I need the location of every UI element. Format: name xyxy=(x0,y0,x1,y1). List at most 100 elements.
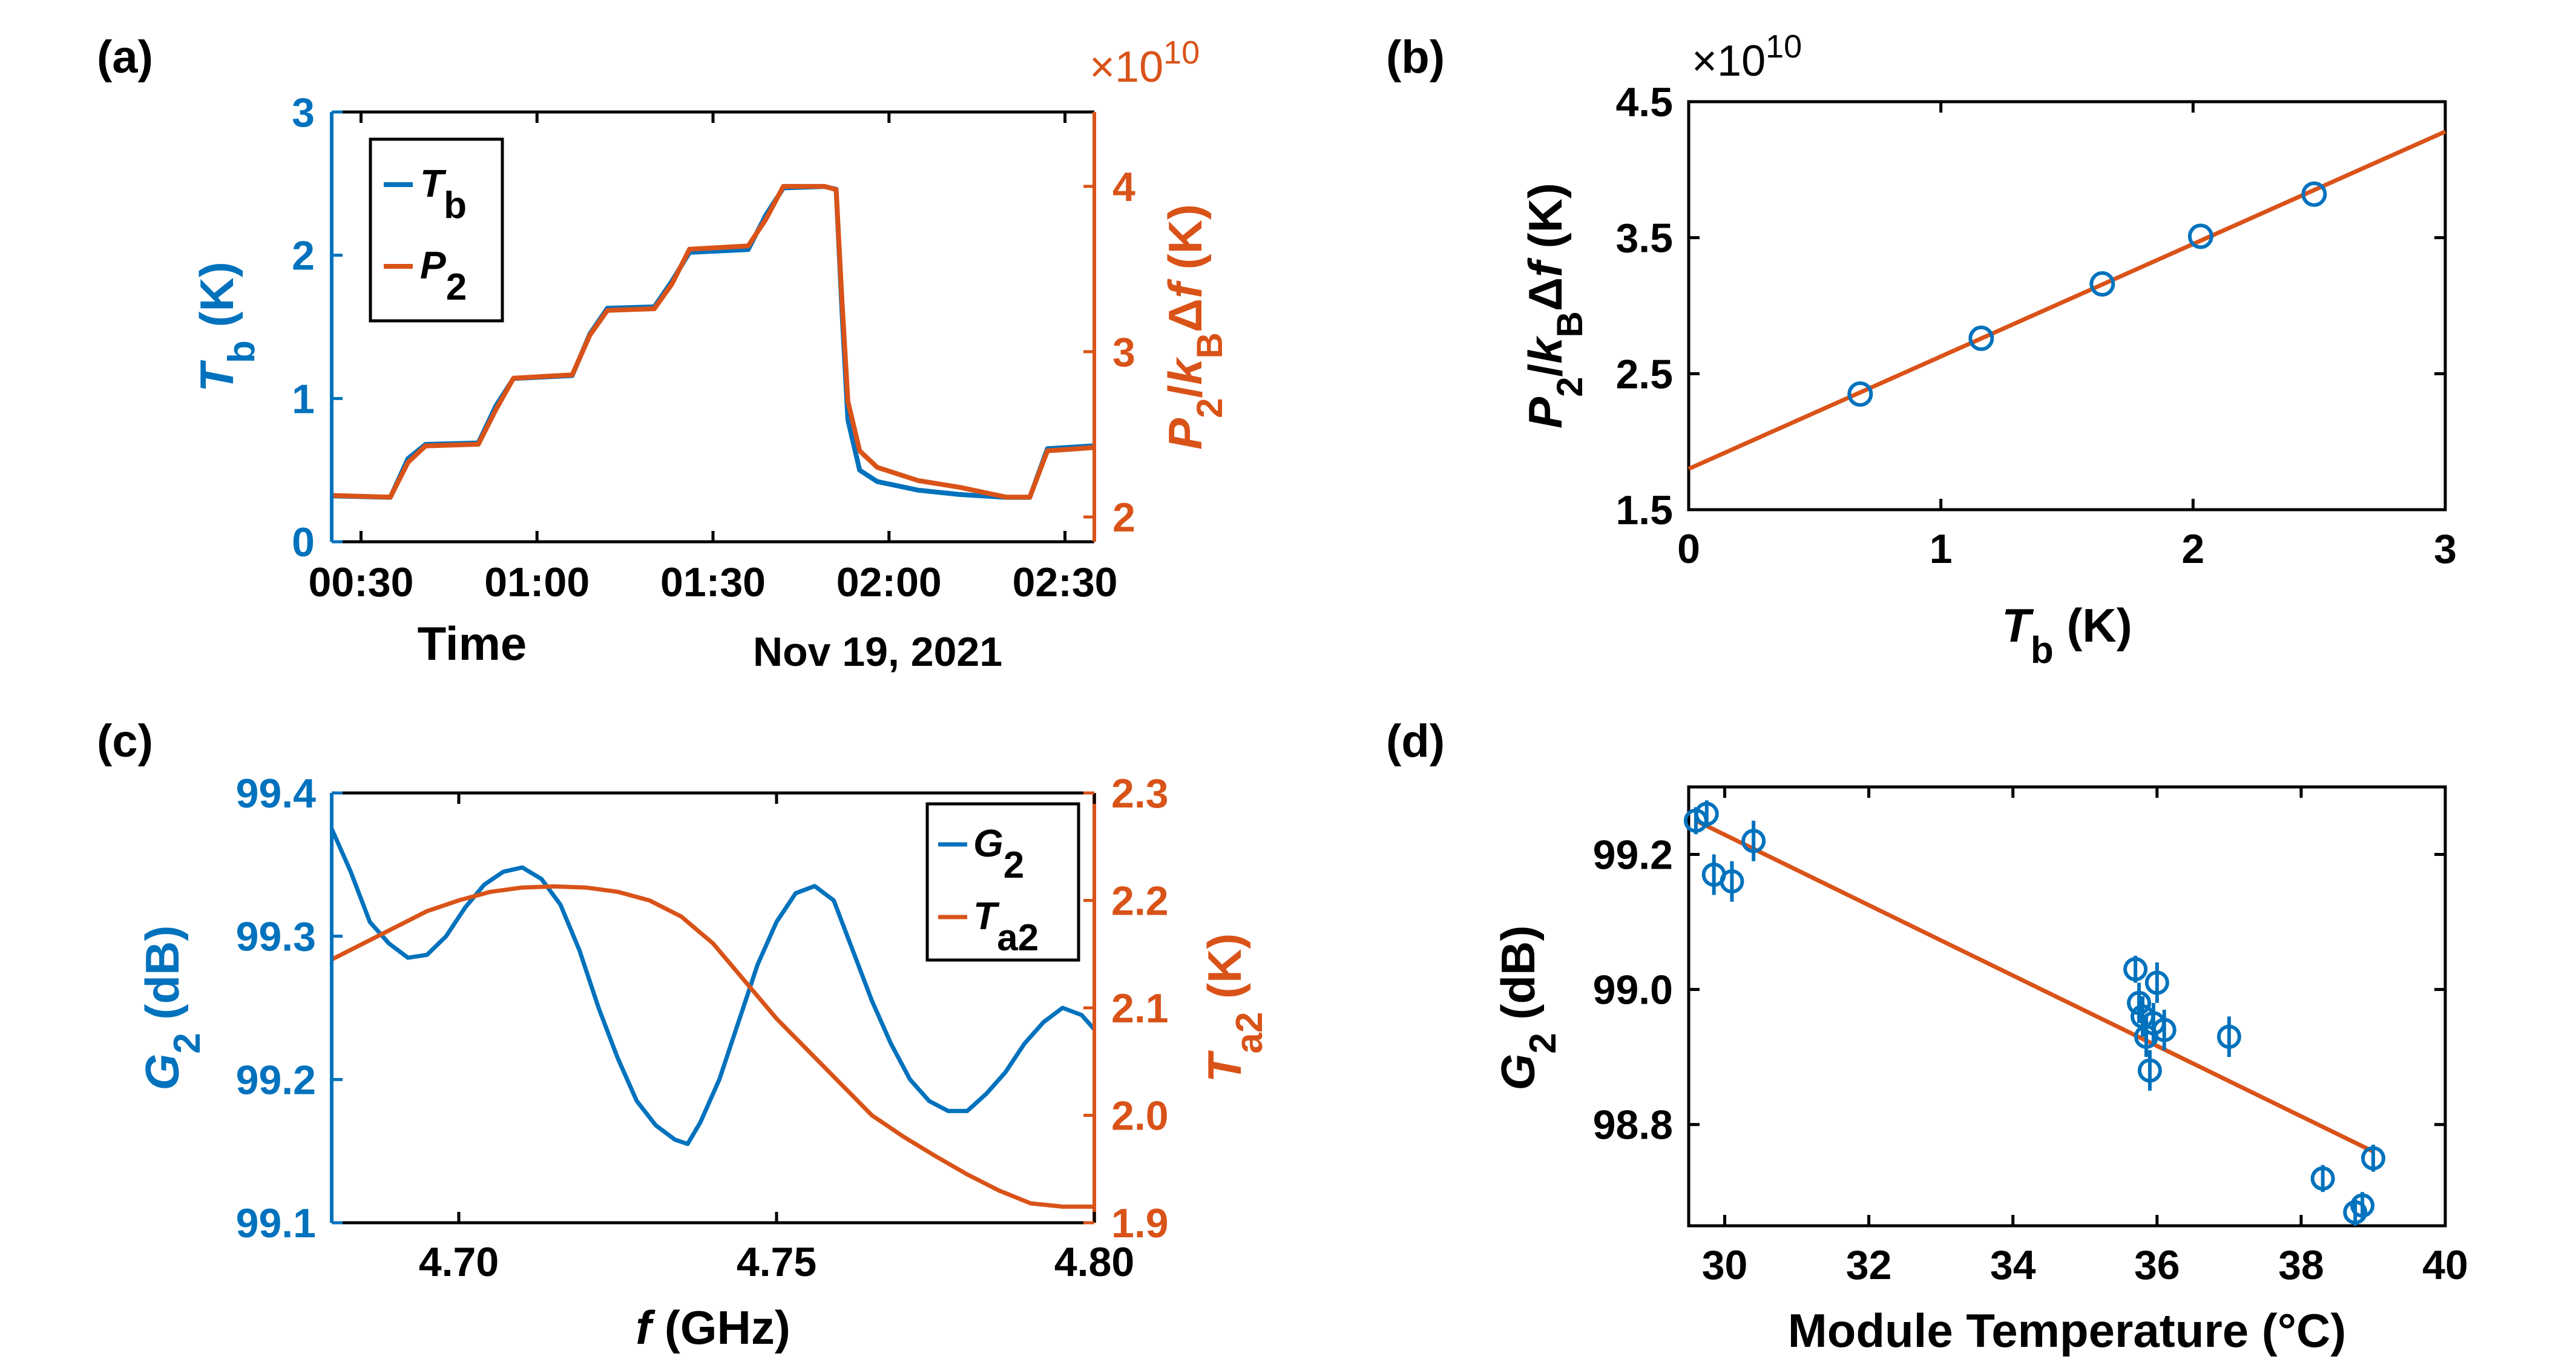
y-right-title: P2/kBΔf (K) xyxy=(1158,204,1230,450)
series-line-G2 xyxy=(329,827,1096,1146)
x-tick-label: 0 xyxy=(1677,526,1700,572)
x-tick-label: 02:30 xyxy=(1013,559,1118,605)
data-point xyxy=(2216,1024,2241,1049)
y-left-tick-label: 99.3 xyxy=(236,914,316,960)
series-line-Ta2 xyxy=(330,884,1094,1209)
exponent-base: ×10 xyxy=(1692,37,1766,85)
y-tick-label: 3.5 xyxy=(1615,215,1673,261)
y-left-title-part: (dB) xyxy=(136,926,189,1033)
x-tick-label: 36 xyxy=(2134,1242,2180,1288)
x-tick-label: 01:30 xyxy=(660,559,766,605)
x-tick-label: 4.70 xyxy=(419,1239,499,1285)
plot-frame xyxy=(1687,785,2447,1228)
y-left-tick-label: 3 xyxy=(292,90,315,136)
x-tick-label: 00:30 xyxy=(309,559,414,605)
y-axis-title: P2/kBΔf (K) xyxy=(1519,183,1590,429)
panel-a: (a) 00:30 01:00 01:30 02:00 02:30 0 1 2 3 2 3 4 ×101… xyxy=(97,31,1230,675)
panel-d-plot: 30 32 34 36 38 40 98.8 99.0 99.2 G2 (dB) Module Te… xyxy=(1491,785,2468,1357)
x-tick-label: 34 xyxy=(1990,1242,2036,1288)
exponent-power: 10 xyxy=(1163,35,1200,71)
y-axis-title: G2 (dB) xyxy=(1491,926,1564,1091)
x-tick-label: 40 xyxy=(2422,1242,2468,1288)
x-tick-label: 30 xyxy=(1702,1242,1748,1288)
y-tick-label: 99.0 xyxy=(1593,967,1673,1013)
x-axis-title-part: b xyxy=(2031,630,2054,671)
y-axis-title-part: / xyxy=(1519,364,1572,377)
y-right-title-part: / xyxy=(1158,385,1212,398)
y-right-tick-label: 2.1 xyxy=(1111,985,1169,1031)
legend-entry-part: 2 xyxy=(1004,844,1024,886)
y-exponent: ×1010 xyxy=(1692,28,1802,85)
data-point xyxy=(2350,1193,2375,1218)
data-point xyxy=(1968,325,1994,351)
y-right-title-part: a2 xyxy=(1229,1012,1270,1054)
y-left-title: G2 (dB) xyxy=(136,926,208,1091)
x-axis-title: f (GHz) xyxy=(636,1301,790,1354)
legend-entry: Tb xyxy=(420,162,467,226)
data-point xyxy=(2301,181,2327,207)
x-tick-label: 4.75 xyxy=(737,1239,816,1285)
legend-entry: G2 xyxy=(973,821,1024,886)
x-axis-title: Module Temperature (°C) xyxy=(1788,1304,2346,1357)
y-right-tick-label: 1.9 xyxy=(1111,1200,1169,1246)
x-tick-label: 02:00 xyxy=(836,559,942,605)
panel-label-c: (c) xyxy=(97,715,153,767)
y-right-title-part: Δ xyxy=(1158,298,1212,332)
x-axis-title-part: T xyxy=(2002,599,2034,652)
panel-a-plot: 00:30 01:00 01:30 02:00 02:30 0 1 2 3 2 3 4 ×1010 Tb … xyxy=(190,35,1230,675)
y-right-tick-label: 2 xyxy=(1112,495,1135,541)
data-point xyxy=(1720,869,1744,894)
legend-entry-part: T xyxy=(420,162,447,205)
data-point xyxy=(1847,381,1873,407)
y-right-title-part: 2 xyxy=(1189,398,1230,418)
y-left-title-part: G xyxy=(136,1054,189,1091)
x-tick-label: 4.80 xyxy=(1054,1239,1134,1285)
legend-box xyxy=(925,802,1080,962)
y-tick-label: 99.2 xyxy=(1593,832,1673,878)
data-point xyxy=(2152,1018,2177,1042)
legend-box xyxy=(369,137,504,323)
y-right-title: Ta2 (K) xyxy=(1198,933,1270,1083)
panel-label-d: (d) xyxy=(1386,715,1445,767)
y-right-tick-label: 4 xyxy=(1112,164,1135,210)
x-axis-date-label: Nov 19, 2021 xyxy=(753,629,1002,675)
y-left-title-part: (K) xyxy=(190,261,243,340)
y-right-exponent: ×1010 xyxy=(1089,35,1200,91)
panel-b: (b) 0 1 2 3 1.5 2.5 3.5 4.5 ×1010 P2/kBΔf (K) Tb (… xyxy=(1386,28,2457,671)
panel-label-b: (b) xyxy=(1386,31,1445,83)
y-axis-title-part: (K) xyxy=(1519,183,1572,261)
y-tick-label: 1.5 xyxy=(1615,487,1673,533)
y-left-title-part: 2 xyxy=(166,1033,208,1053)
panel-c: (c) 4.70 4.75 4.80 99.1 99.2 99.3 99.4 1.9 2.0 2.… xyxy=(97,715,1270,1354)
fit-line xyxy=(1695,818,2374,1154)
legend-entry-part: a2 xyxy=(997,917,1039,959)
y-left-tick-label: 0 xyxy=(292,519,315,565)
y-axis-title-part: G xyxy=(1491,1054,1545,1091)
x-axis-title-part: (K) xyxy=(2054,599,2132,652)
panel-label-a: (a) xyxy=(97,31,153,83)
y-left-tick-label: 99.1 xyxy=(236,1200,316,1246)
y-left-tick-label: 99.2 xyxy=(236,1057,316,1103)
panel-b-plot: 0 1 2 3 1.5 2.5 3.5 4.5 ×1010 P2/kBΔf (K) Tb (K) xyxy=(1519,28,2457,671)
legend-entry-part: T xyxy=(973,894,1000,938)
legend-entry-part: P xyxy=(420,243,446,287)
x-tick-label: 3 xyxy=(2434,526,2457,572)
y-left-tick-label: 1 xyxy=(292,376,315,422)
data-point xyxy=(2310,1166,2335,1191)
x-tick-label: 1 xyxy=(1930,526,1953,572)
y-right-title-part: P xyxy=(1158,418,1212,450)
legend-entry: Ta2 xyxy=(973,894,1039,959)
y-axis-title-part: (dB) xyxy=(1491,926,1545,1033)
y-tick-label: 4.5 xyxy=(1615,79,1673,125)
x-tick-label: 38 xyxy=(2278,1242,2324,1288)
exponent-base: ×10 xyxy=(1089,43,1163,91)
y-axis-title-part: P xyxy=(1519,396,1572,429)
y-left-title: Tb (K) xyxy=(190,261,263,392)
y-axis-title-part: Δ xyxy=(1519,277,1572,311)
y-axis-title-part: 2 xyxy=(1549,377,1590,397)
y-left-tick-label: 2 xyxy=(292,233,315,279)
data-point xyxy=(2123,957,2148,982)
y-tick-label: 98.8 xyxy=(1593,1102,1673,1148)
legend-entry: P2 xyxy=(420,243,467,308)
